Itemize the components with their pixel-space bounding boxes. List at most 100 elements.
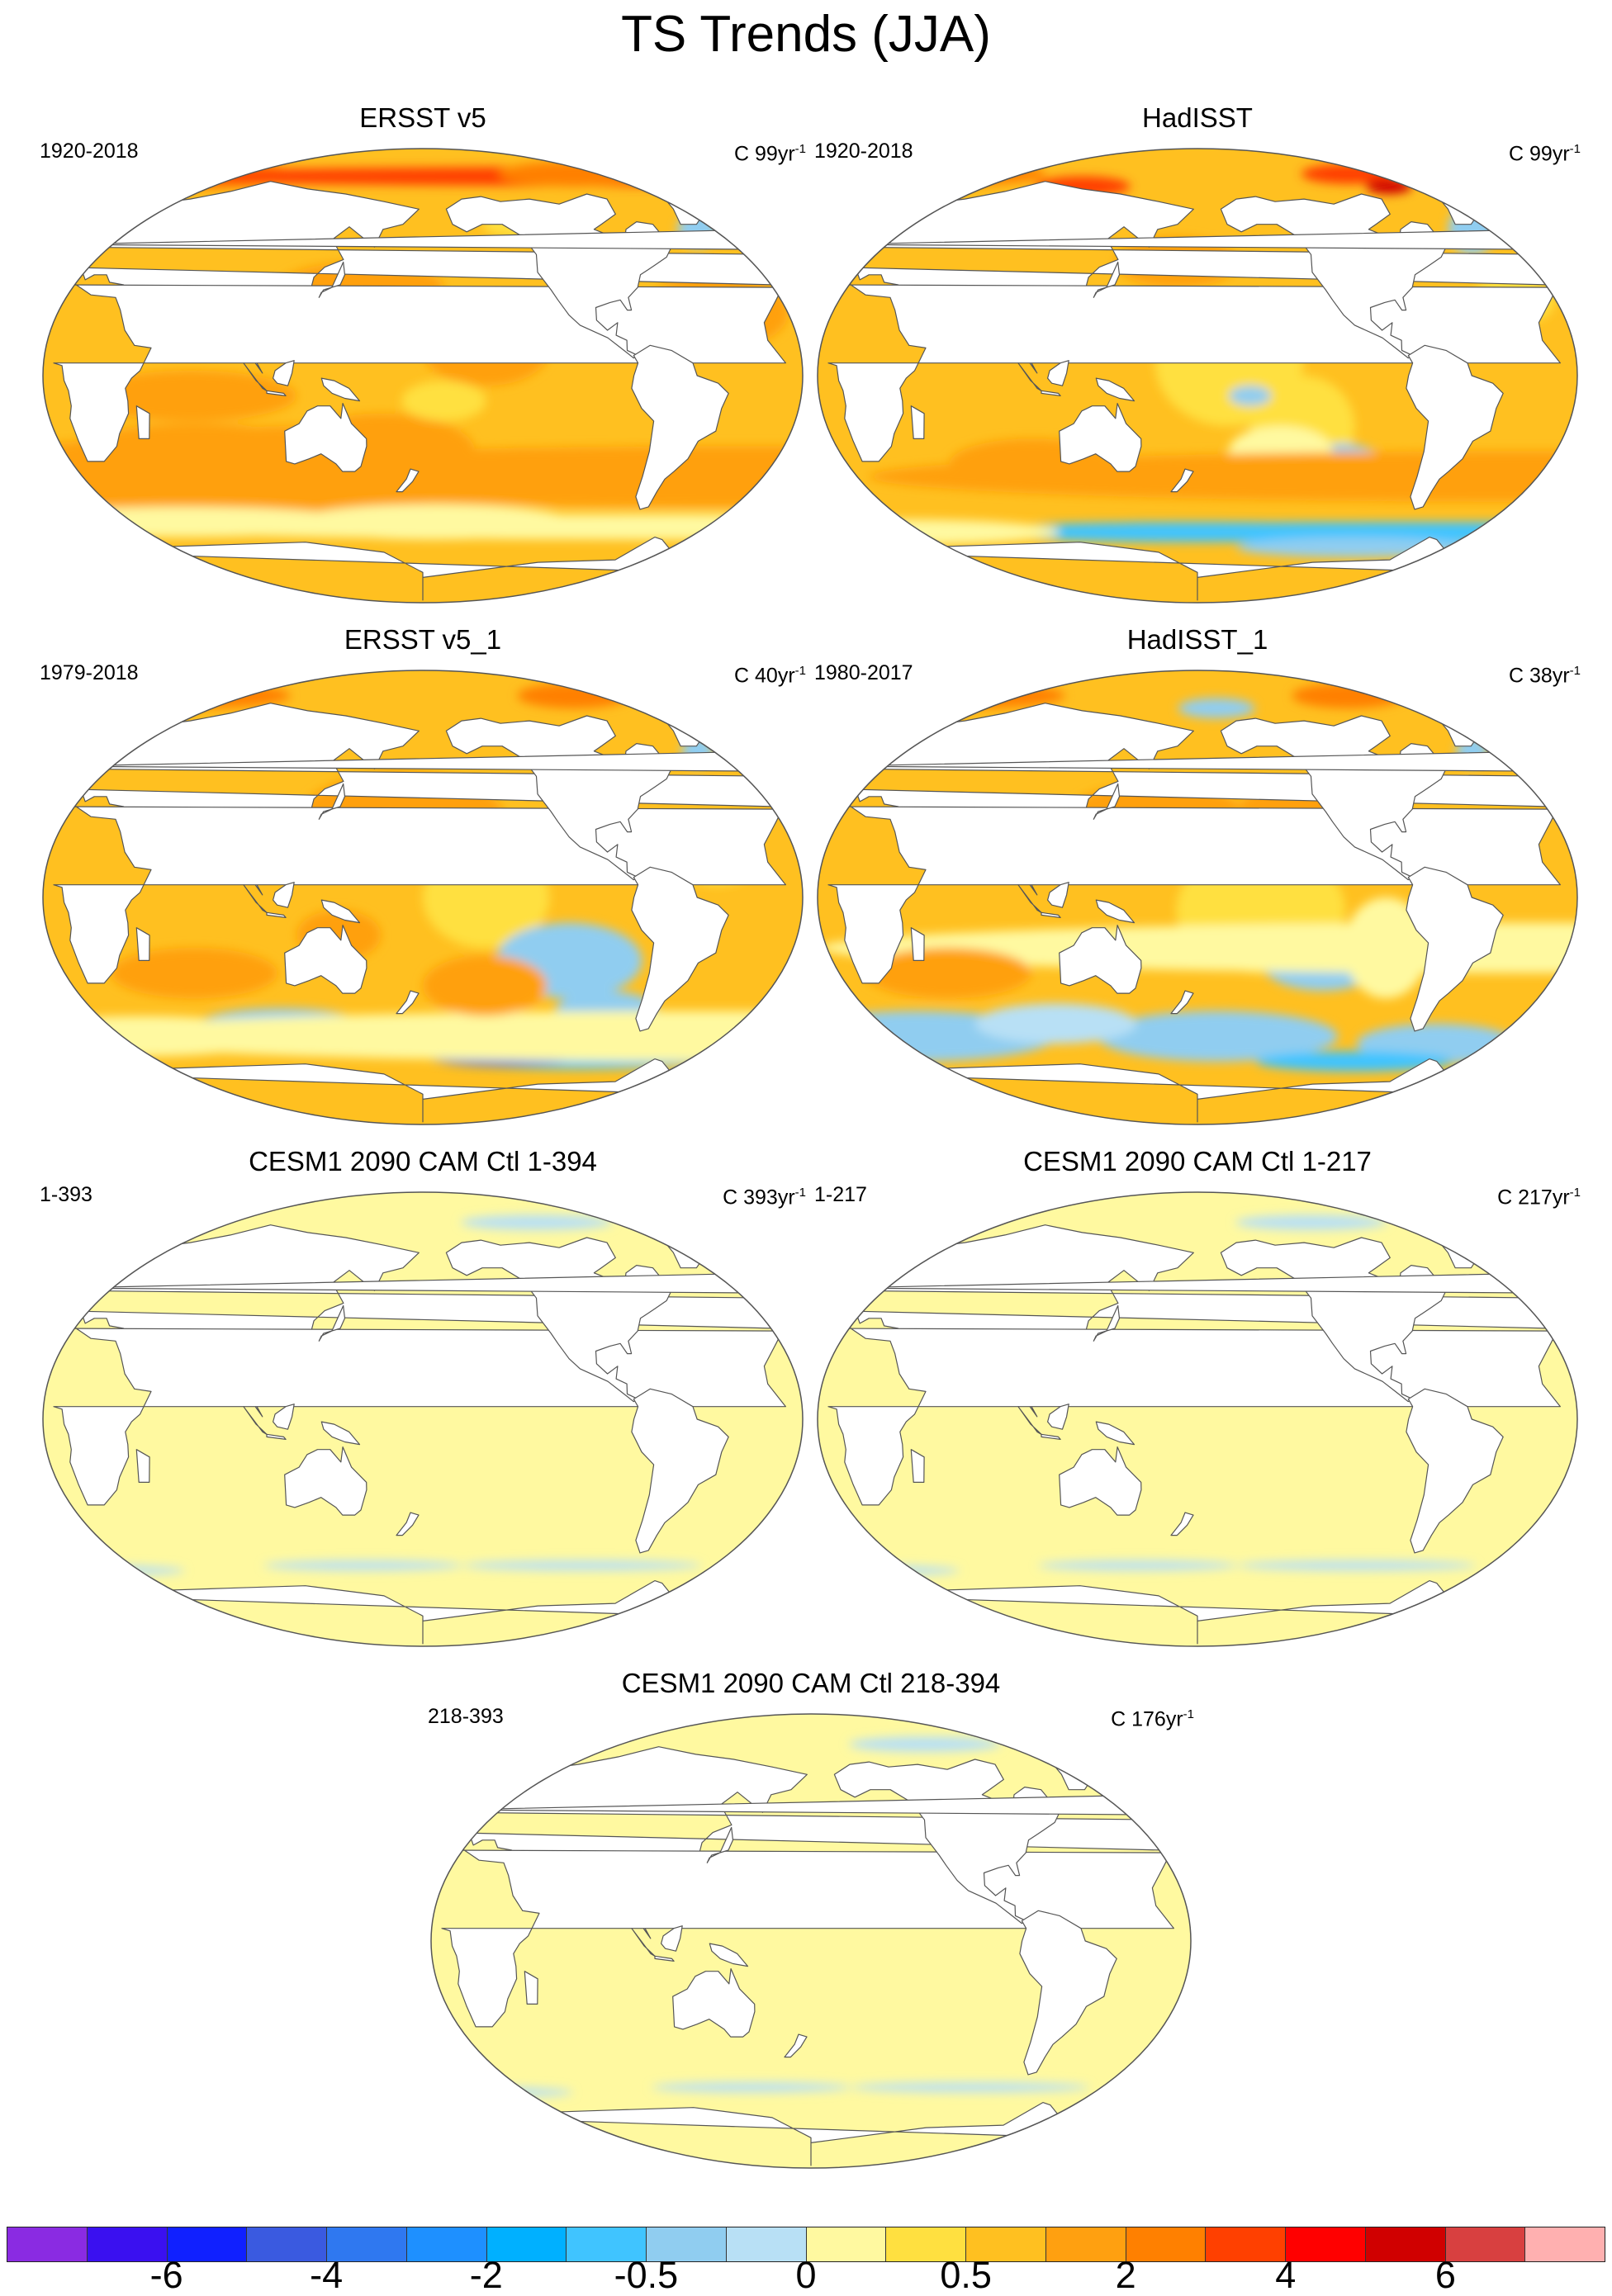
landmass [1117,1773,1137,1780]
trend-anomaly [431,1731,585,1747]
landmass [1093,261,1121,298]
panel-period: 1-217 [814,1183,867,1206]
panel-title: HadISST [1142,102,1253,133]
landmass [1019,1910,1117,2076]
landmass [320,899,361,924]
landmass [728,208,749,215]
panel-units: C 99yr-1 [734,142,806,166]
trend-anomaly [849,1736,1001,1752]
map-panel-cesm1-ctl-218-394: CESM1 2090 CAM Ctl 218-394 218-393 C 176… [428,1668,1194,2171]
landmass [661,1925,683,1952]
trend-anomaly [1235,1214,1387,1230]
map-panel-ersst-v5: ERSST v5 1920-2018 C 99yr-1 [40,102,806,606]
trend-anomaly [1344,897,1429,999]
map-panel-cesm1-ctl-1-394: CESM1 2090 CAM Ctl 1-394 1-393 C 393yr-1 [40,1146,806,1650]
world-map [430,1713,1192,2169]
colorbar-label: 0 [795,2254,817,2296]
trend-anomaly [1237,1560,1477,1571]
colorbar-swatch [1365,2227,1446,2261]
landmass [1095,899,1136,924]
trend-anomaly [263,1560,463,1571]
landmass [318,1304,346,1342]
colorbar-swatch [1525,2227,1605,2261]
landmass [284,925,367,994]
landmass [1095,377,1136,402]
landmass [1047,1404,1069,1430]
map-border [42,1191,804,1647]
world-map [817,1191,1578,1647]
panel-period: 218-393 [428,1705,504,1728]
landmass [1503,1252,1524,1258]
landmass [728,1252,749,1258]
landmass [135,405,150,439]
colorbar-label: 6 [1434,2254,1456,2296]
panel-title: HadISST_1 [1126,624,1268,655]
trend-anomaly [861,522,1577,542]
colorbar-label: -0.5 [614,2254,679,2296]
colorbar-swatch [1045,2227,1126,2261]
landmass [631,1388,729,1554]
landmass [1047,360,1069,386]
landmass [1095,1421,1136,1446]
panel-title: CESM1 2090 CAM Ctl 1-217 [1023,1146,1372,1176]
trend-anomaly [1256,1051,1453,1072]
trend-anomaly [102,683,291,708]
map-panel-ersst-v5-1: ERSST v5_1 1979-2018 C 40yr-1 [40,624,806,1128]
colorbar-labels: -6 -4 -2 -0.5 0 0.5 2 4 6 [7,2254,1605,2296]
landmass [654,1955,675,1962]
landmass [135,927,150,961]
map-border [817,1191,1578,1647]
map-border [817,670,1578,1125]
world-map [42,148,804,604]
landmass [273,1404,295,1430]
colorbar-swatch [647,2227,727,2261]
trend-anomaly [818,1210,971,1225]
landmass [1220,715,1448,881]
trend-anomaly [819,161,1047,187]
trend-anomaly [851,2082,1090,2093]
world-map [42,1191,804,1647]
landmass [1041,1433,1061,1440]
panel-units: C 176yr-1 [1111,1707,1194,1731]
panel-title: ERSST v5_1 [344,624,502,655]
map-border [817,148,1578,604]
trend-anomaly [1366,178,1412,194]
trend-anomaly [974,1003,1137,1044]
colorbar-swatch [966,2227,1046,2261]
trend-anomaly [50,424,340,504]
landmass [266,911,287,918]
trend-anomaly [498,161,650,187]
landmass [672,1968,756,2038]
landmass [266,1433,287,1440]
trend-anomaly [639,1212,697,1223]
landmass [320,1421,361,1446]
panel-period: 1979-2018 [40,661,139,684]
map-panel-cesm1-ctl-1-217: CESM1 2090 CAM Ctl 1-217 1-217 C 217yr-1 [814,1146,1581,1650]
panel-title: CESM1 2090 CAM Ctl 1-394 [249,1146,597,1176]
trend-anomaly [1178,698,1255,718]
landmass [1406,1388,1504,1554]
landmass [1059,925,1142,994]
landmass [1041,911,1061,918]
trend-anomaly [461,1214,613,1230]
colorbar-swatch [1206,2227,1286,2261]
landmass [1503,208,1524,215]
panel-units: C 217yr-1 [1497,1186,1581,1210]
landmass [396,1512,420,1536]
panel-title: ERSST v5 [359,102,486,133]
landmass [1503,730,1524,736]
map-panel-hadisst-1: HadISST_1 1980-2017 C 38yr-1 [814,624,1581,1128]
trend-anomaly [103,159,179,179]
landmass [1220,193,1448,359]
landmass [396,468,420,493]
world-map [817,148,1578,604]
colorbar-swatch [486,2227,567,2261]
panel-period: 1920-2018 [40,140,139,163]
trend-anomaly [1038,1560,1238,1571]
trend-anomaly [43,1210,197,1225]
landmass [1170,468,1194,493]
colorbar-swatch [1286,2227,1366,2261]
panel-period: 1-393 [40,1183,92,1206]
colorbar-label: 2 [1115,2254,1136,2296]
colorbar-label: -4 [310,2254,344,2296]
